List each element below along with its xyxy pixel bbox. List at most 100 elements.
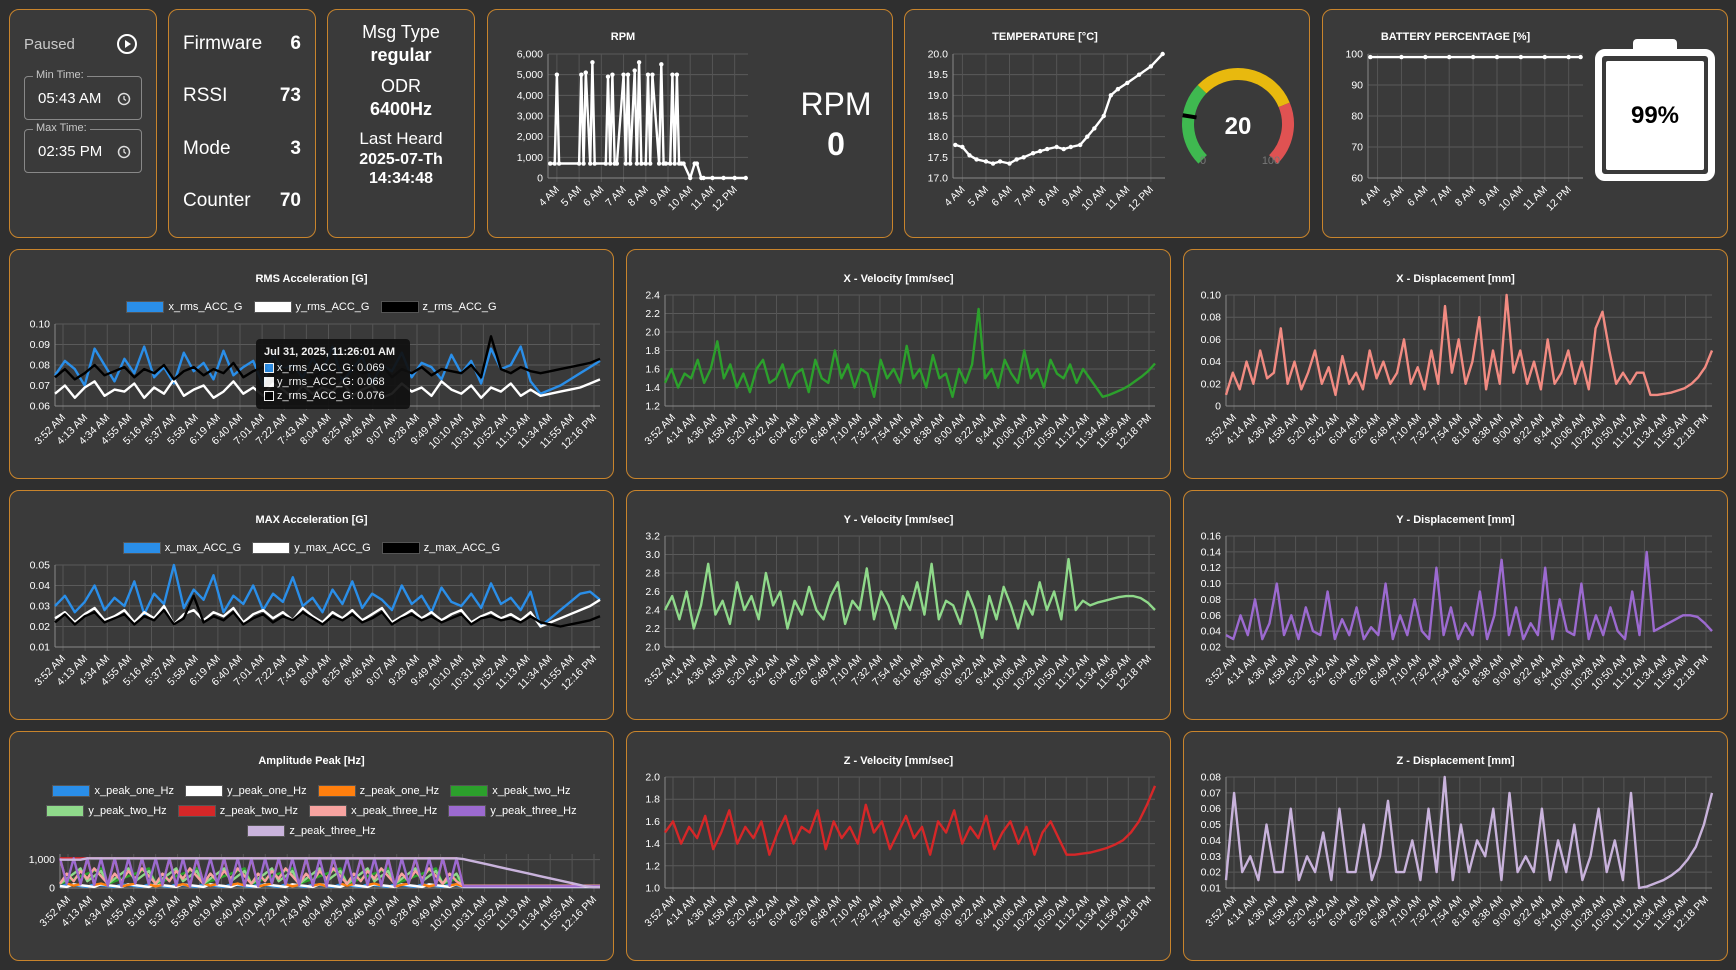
data-point (1078, 142, 1083, 148)
data-point (1566, 54, 1571, 60)
y-tick-label: 0.04 (30, 580, 51, 592)
y-tick-label: 0.02 (1201, 867, 1222, 879)
data-point (650, 72, 655, 77)
chart-title: RMS Acceleration [G] (255, 273, 368, 285)
tooltip-line: x_rms_ACC_G: 0.069 (277, 362, 385, 374)
y-tick-label: 0.10 (30, 319, 51, 331)
x-tick-label: 12 PM (1126, 184, 1156, 214)
chart-legend: y_peak_two_Hz z_peak_two_Hz x_peak_three… (10, 805, 613, 818)
y-tick-label: 2.0 (645, 642, 660, 654)
data-point (623, 161, 628, 166)
series-line (1225, 550, 1713, 641)
stat-value: 73 (279, 85, 301, 106)
y-tick-label: 0.06 (30, 401, 51, 413)
y-tick-label: 1.6 (645, 816, 660, 828)
clock-icon[interactable] (117, 145, 131, 159)
y-tick-label: 0 (537, 173, 543, 185)
data-point (997, 159, 1003, 164)
x-tick-label: 8 AM (625, 184, 650, 209)
y-tick-label: 2.4 (645, 605, 660, 617)
amplitude-peak-panel: Amplitude Peak [Hz] x_peak_one_Hz y_peak… (9, 731, 614, 961)
legend-item[interactable]: z_peak_one_Hz (317, 785, 439, 798)
x-tick-label: 6 AM (581, 184, 606, 209)
data-point (670, 72, 675, 77)
data-point (1045, 146, 1050, 152)
legend-item[interactable]: y_peak_one_Hz (185, 785, 307, 798)
y-tick-label: 0.06 (1201, 803, 1222, 815)
legend-item[interactable]: x_peak_three_Hz (309, 805, 437, 818)
data-point (634, 161, 640, 166)
legend-item[interactable]: y_peak_two_Hz (46, 805, 167, 818)
min-time-label: Min Time: (33, 69, 87, 81)
y-tick-label: 6,000 (517, 49, 543, 61)
gauge-needle (1182, 113, 1197, 120)
y-tick-label: 0.02 (30, 621, 51, 633)
y-tick-label: 2.4 (645, 290, 660, 302)
odr-value: 6400Hz (369, 99, 433, 119)
data-point (588, 161, 593, 166)
data-point (552, 161, 557, 166)
rpm-chart: 0 1,000 2,000 3,000 4,000 5,000 6,000 4 AM5 AM6… (517, 49, 748, 214)
data-point (672, 161, 677, 166)
legend-item[interactable]: x_rms_ACC_G (126, 301, 242, 314)
legend-item[interactable]: x_peak_two_Hz (450, 785, 571, 798)
y-tick-label: 5,000 (517, 69, 543, 81)
legend-item[interactable]: z_max_ACC_G (381, 542, 500, 555)
legend-item[interactable]: z_rms_ACC_G (380, 301, 497, 314)
data-point (554, 72, 560, 77)
y-displacement-chart: 0.020.040.060.080.100.120.140.163:52 AM4… (1201, 531, 1713, 693)
x-tick-label: 12 PM (710, 184, 740, 214)
data-point (614, 161, 620, 166)
y-tick-label: 3,000 (517, 111, 543, 123)
y-tick-label: 0 (1215, 401, 1221, 413)
legend-item[interactable]: z_peak_two_Hz (177, 805, 298, 818)
data-point (960, 144, 965, 150)
z-displacement-chart: 0.010.020.030.040.050.060.070.083:52 AM4… (1201, 772, 1714, 934)
chart-tooltip: Jul 31, 2025, 11:26:01 AM x_rms_ACC_G: 0… (256, 339, 410, 409)
play-icon[interactable] (116, 33, 138, 55)
data-point (983, 159, 989, 164)
device-stats-panel: Firmware 6 RSSI 73 Mode 3 Counter 70 (168, 9, 316, 238)
chart-title: Amplitude Peak [Hz] (258, 755, 365, 767)
data-point (1518, 54, 1524, 60)
z-displacement-panel: Z - Displacement [mm] 0.01 0.02 0.03 0.04 0.… (1183, 731, 1728, 961)
legend-item[interactable]: x_max_ACC_G (122, 542, 241, 555)
rpm-panel: RPM 0 1,000 2,000 3,000 4,000 5,000 6,000 4 AM 5… (487, 9, 893, 238)
chart-title: BATTERY PERCENTAGE [%] (1380, 31, 1531, 43)
data-point (1494, 54, 1500, 60)
y-tick-label: 0.10 (1201, 290, 1222, 302)
data-point (1014, 157, 1019, 162)
y-tick-label: 80 (1351, 111, 1363, 123)
gauge-band (1182, 85, 1208, 164)
data-point (628, 161, 633, 166)
data-point (610, 72, 615, 77)
x-tick-label: 4 AM (942, 184, 967, 209)
last-heard-date: 2025-07-Th (359, 151, 443, 168)
legend-item[interactable]: y_peak_three_Hz (448, 805, 577, 818)
legend-item[interactable]: x_peak_one_Hz (52, 785, 174, 798)
y-tick-label: 1.4 (645, 838, 660, 850)
x-tick-label: 6 AM (1405, 184, 1430, 209)
y-tick-label: 0.01 (1201, 883, 1222, 895)
chart-title: MAX Acceleration [G] (255, 514, 368, 526)
series-line (1224, 293, 1714, 397)
min-time-field[interactable]: Min Time: 05:43 AM (24, 69, 142, 120)
chart-title: X - Displacement [mm] (1396, 273, 1515, 285)
legend-item[interactable]: y_rms_ACC_G (253, 301, 369, 314)
data-point (681, 161, 686, 166)
legend-item[interactable]: z_peak_three_Hz (247, 825, 376, 838)
chart-legend: x_max_ACC_G y_max_ACC_G z_max_ACC_G (10, 542, 613, 555)
y-tick-label: 4,000 (517, 90, 543, 102)
data-point (701, 175, 706, 181)
x-tick-label: 6 AM (989, 184, 1014, 209)
data-point (556, 161, 562, 166)
clock-icon[interactable] (117, 92, 131, 106)
legend-item[interactable]: y_max_ACC_G (252, 542, 371, 555)
max-time-field[interactable]: Max Time: 02:35 PM (24, 122, 142, 173)
series-line (58, 857, 600, 888)
y-tick-label: 2.6 (645, 586, 660, 598)
y-tick-label: 17.0 (928, 173, 949, 185)
y-tick-label: 0.02 (1201, 378, 1222, 390)
battery-icon: 99% (1595, 39, 1715, 181)
